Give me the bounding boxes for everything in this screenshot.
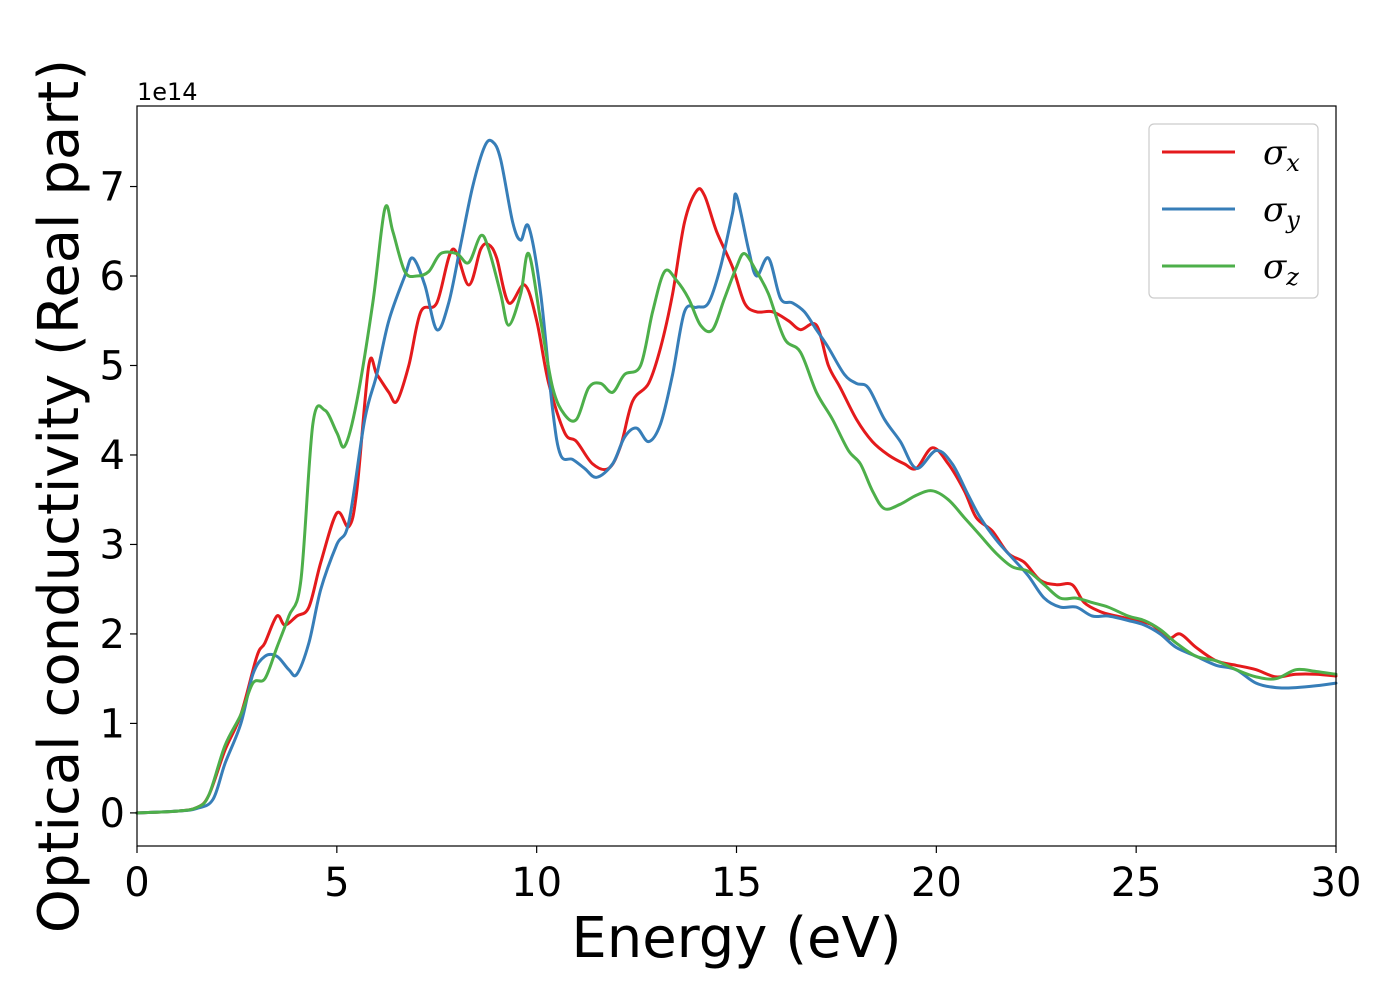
x-axis-title: Energy (eV) (571, 906, 901, 971)
y-offset-label: 1e14 (137, 78, 198, 106)
y-tick-label: 1 (100, 701, 125, 747)
x-tick-label: 0 (124, 860, 149, 906)
y-tick-label: 3 (100, 522, 125, 568)
y-tick-label: 6 (100, 254, 125, 300)
x-tick-label: 10 (511, 860, 562, 906)
y-axis-ticks: 0 1 2 3 4 5 6 7 (100, 165, 137, 837)
series-line-z (135, 204, 1338, 815)
legend: σx σy σz (1148, 123, 1319, 299)
x-axis-ticks: 0 5 10 15 20 25 30 (124, 846, 1361, 906)
y-tick-label: 5 (100, 343, 125, 389)
x-tick-label: 25 (1111, 860, 1162, 906)
y-tick-label: 4 (100, 433, 125, 479)
legend-box (1148, 123, 1319, 299)
x-tick-label: 30 (1311, 860, 1362, 906)
x-tick-label: 15 (711, 860, 762, 906)
legend-label-y: σy (1263, 190, 1300, 234)
x-tick-label: 20 (911, 860, 962, 906)
y-axis-title: Optical conductivity (Real part) (27, 59, 92, 933)
legend-label-x: σx (1263, 133, 1300, 177)
x-tick-label: 5 (324, 860, 349, 906)
series-lines (135, 138, 1338, 815)
y-tick-label: 0 (100, 791, 125, 837)
series-line-y (135, 138, 1338, 815)
legend-label-z: σz (1263, 247, 1299, 291)
y-tick-label: 7 (100, 165, 125, 211)
y-tick-label: 2 (100, 612, 125, 658)
